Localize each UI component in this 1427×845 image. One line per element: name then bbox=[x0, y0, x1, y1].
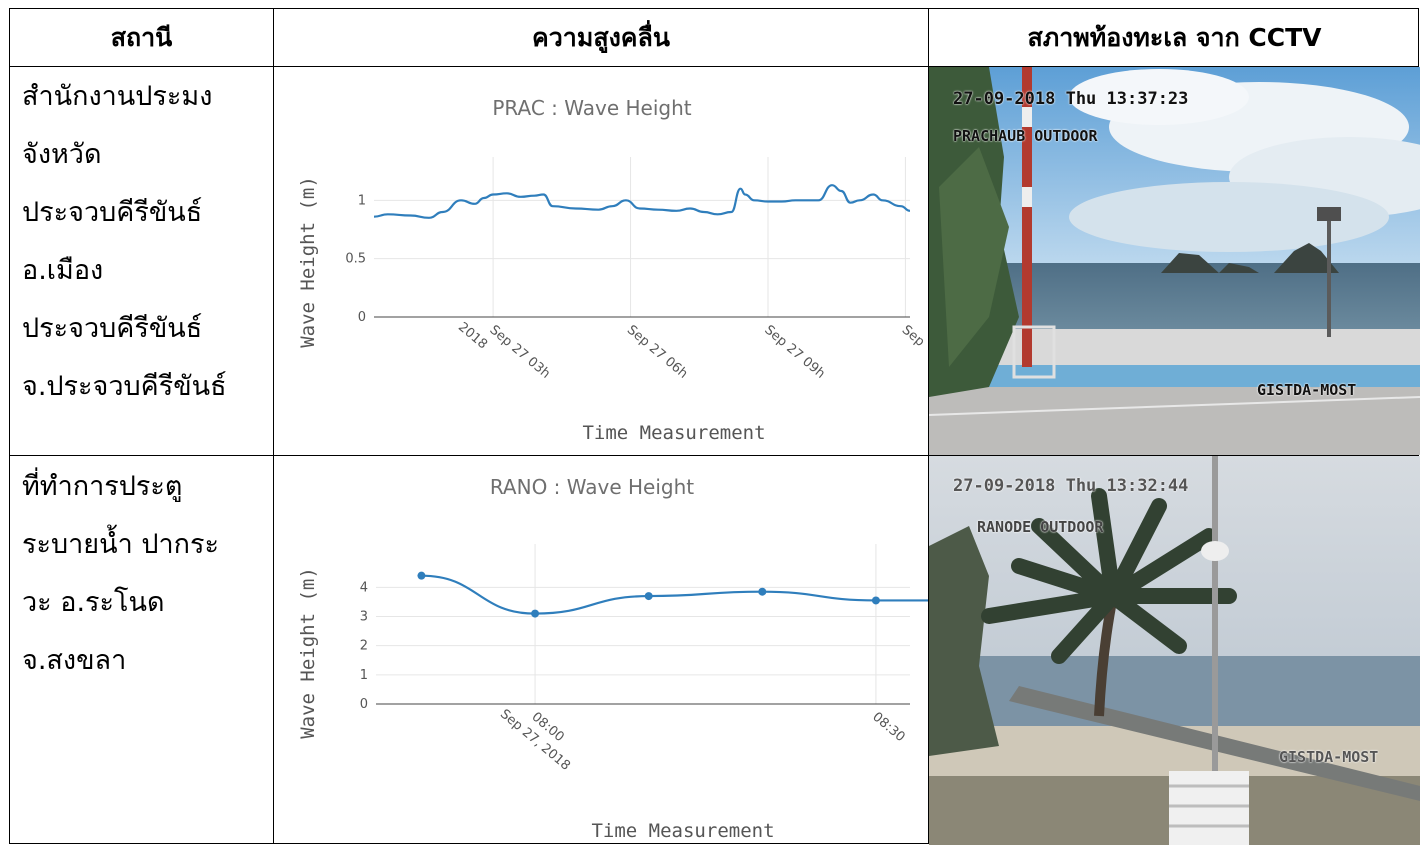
data-point bbox=[871, 596, 880, 605]
station-line: ประจวบคีรีขันธ์ bbox=[22, 313, 203, 344]
y-tick-label: 2 bbox=[360, 639, 368, 654]
series-line bbox=[421, 574, 928, 615]
header-station: สถานี bbox=[110, 22, 173, 52]
row-divider bbox=[10, 66, 1418, 67]
x-tick-label: 08:30 bbox=[869, 710, 907, 746]
data-point bbox=[531, 609, 540, 618]
data-point bbox=[417, 571, 426, 580]
x-tick-label: Sep 27 09h bbox=[761, 323, 827, 382]
header-cctv: สภาพท้องทะเล จาก CCTV bbox=[1027, 22, 1322, 52]
data-point bbox=[644, 592, 653, 601]
station-line: ระบายน้ำ ปากระ bbox=[22, 529, 219, 560]
row-divider bbox=[10, 455, 1418, 456]
cctv-image-rano: 27-09-2018 Thu 13:32:44 RANODE OUTDOOR G… bbox=[929, 456, 1420, 845]
x-tick-label-line: Sep 27 06h bbox=[624, 323, 690, 382]
y-axis-title: Wave Height (m) bbox=[297, 176, 319, 348]
station-line: จังหวัด bbox=[22, 139, 102, 170]
cctv-watermark: GISTDA-MOST bbox=[1279, 748, 1379, 766]
y-tick-label: 4 bbox=[360, 580, 368, 595]
y-tick-label: 1 bbox=[358, 193, 366, 208]
cctv-location: PRACHAUB OUTDOOR bbox=[953, 127, 1098, 145]
cctv-timestamp: 27-09-2018 Thu 13:37:23 bbox=[953, 89, 1189, 109]
station-table: สถานี ความสูงคลื่น สภาพท้องทะเล จาก CCTV… bbox=[9, 8, 1420, 845]
cctv-timestamp: 27-09-2018 Thu 13:32:44 bbox=[953, 476, 1189, 496]
y-tick-label: 0.5 bbox=[345, 252, 366, 267]
y-tick-label: 0 bbox=[358, 310, 366, 325]
data-point bbox=[758, 587, 767, 596]
x-tick-label-line: Sep 27 09h bbox=[761, 323, 827, 382]
chart-title: PRAC : Wave Height bbox=[492, 96, 691, 120]
station-line: จ.สงขลา bbox=[22, 645, 127, 676]
y-tick-label: 0 bbox=[360, 697, 368, 712]
y-tick-label: 3 bbox=[360, 610, 368, 625]
station-line: สำนักงานประมง bbox=[22, 81, 213, 112]
station-line: อ.เมือง bbox=[22, 255, 104, 286]
cctv-scene bbox=[929, 67, 1420, 455]
cctv-image-prac: 27-09-2018 Thu 13:37:23 PRACHAUB OUTDOOR… bbox=[929, 67, 1420, 455]
series-line bbox=[373, 184, 911, 219]
x-axis-title: Time Measurement bbox=[591, 820, 774, 842]
column-divider bbox=[928, 9, 929, 843]
chart-title: RANO : Wave Height bbox=[490, 475, 694, 499]
station-line: จ.ประจวบคีรีขันธ์ bbox=[22, 371, 227, 402]
y-tick-label: 1 bbox=[360, 668, 368, 683]
x-axis-title: Time Measurement bbox=[582, 422, 765, 444]
x-tick-label-line: Sep bbox=[899, 323, 927, 350]
station-name-rano: ที่ทำการประตู ระบายน้ำ ปากระ วะ อ.ระโนด … bbox=[22, 458, 219, 690]
column-divider bbox=[273, 9, 274, 843]
x-tick-label-line: Sep 27 03h bbox=[487, 323, 553, 382]
header-wave-height: ความสูงคลื่น bbox=[532, 22, 670, 52]
x-tick-label: Sep bbox=[899, 323, 927, 350]
station-line: ประจวบคีรีขันธ์ bbox=[22, 197, 203, 228]
wave-height-chart-prac: 0 0.5 1 Sep 27 03h 2018 Sep 27 06h Sep 27 09h S… bbox=[274, 67, 928, 455]
cctv-location: RANODE OUTDOOR bbox=[977, 518, 1104, 536]
station-line: ที่ทำการประตู bbox=[22, 471, 183, 502]
station-line: วะ อ.ระโนด bbox=[22, 587, 165, 618]
station-name-prac: สำนักงานประมง จังหวัด ประจวบคีรีขันธ์ อ.… bbox=[22, 68, 227, 416]
x-tick-label-line: 2018 bbox=[455, 320, 490, 353]
y-axis-title: Wave Height (m) bbox=[297, 567, 319, 739]
cctv-watermark: GISTDA-MOST bbox=[1257, 381, 1357, 399]
x-tick-label: Sep 27 06h bbox=[624, 323, 690, 382]
x-tick-label-line: 08:30 bbox=[869, 710, 907, 746]
cctv-scene bbox=[929, 456, 1420, 845]
